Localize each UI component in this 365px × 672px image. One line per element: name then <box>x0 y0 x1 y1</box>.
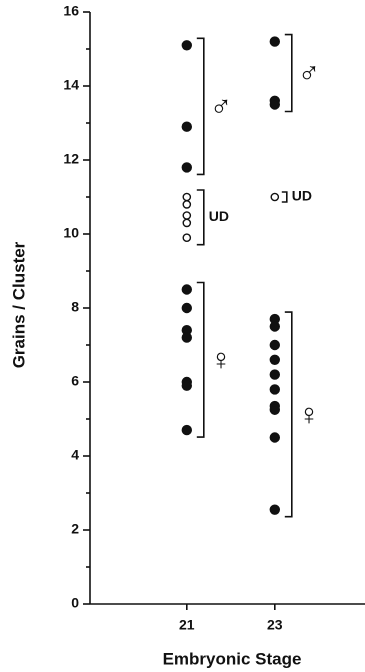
bracket <box>281 191 288 203</box>
data-point <box>181 424 193 436</box>
data-point <box>182 218 192 228</box>
x-tick-label: 21 <box>179 617 195 633</box>
bracket <box>196 37 205 176</box>
bracket <box>284 311 293 518</box>
group-label: ♂ <box>210 90 233 123</box>
data-point <box>181 162 193 173</box>
group-label: UD <box>292 188 312 204</box>
data-point <box>269 354 280 365</box>
data-point <box>181 284 193 295</box>
data-point <box>269 36 280 47</box>
data-point <box>269 99 280 110</box>
data-point <box>269 384 280 395</box>
data-point <box>269 321 280 332</box>
data-point <box>181 121 193 132</box>
y-tick-label: 16 <box>63 3 79 19</box>
y-tick-label: 0 <box>71 595 79 611</box>
y-tick-label: 10 <box>63 225 79 241</box>
y-tick-label: 2 <box>71 521 79 537</box>
data-point <box>181 380 193 391</box>
y-tick-label: 4 <box>71 447 79 463</box>
data-point <box>269 404 280 415</box>
data-point <box>182 192 192 202</box>
data-point <box>269 504 280 515</box>
y-tick-label: 12 <box>63 151 79 167</box>
bracket <box>196 281 205 438</box>
group-label: ♂ <box>298 57 321 90</box>
bracket <box>284 33 293 113</box>
data-point <box>182 233 192 242</box>
x-axis-label: Embryonic Stage <box>163 649 302 668</box>
group-label: ♀ <box>210 344 233 377</box>
data-point <box>181 302 193 314</box>
data-point <box>269 339 280 351</box>
bracket <box>196 189 205 246</box>
y-tick-label: 8 <box>71 299 79 315</box>
data-point <box>182 211 192 220</box>
data-point <box>181 332 193 343</box>
data-point <box>269 369 280 380</box>
x-tick-label: 23 <box>267 617 283 633</box>
data-point <box>181 40 193 51</box>
y-tick-label: 14 <box>63 77 79 93</box>
data-point <box>182 200 192 209</box>
data-point <box>270 192 280 202</box>
group-label: UD <box>209 208 229 224</box>
group-label: ♀ <box>298 398 321 431</box>
y-tick-label: 6 <box>71 373 79 389</box>
y-axis-label: Grains / Cluster <box>9 241 28 368</box>
data-point <box>269 432 280 443</box>
